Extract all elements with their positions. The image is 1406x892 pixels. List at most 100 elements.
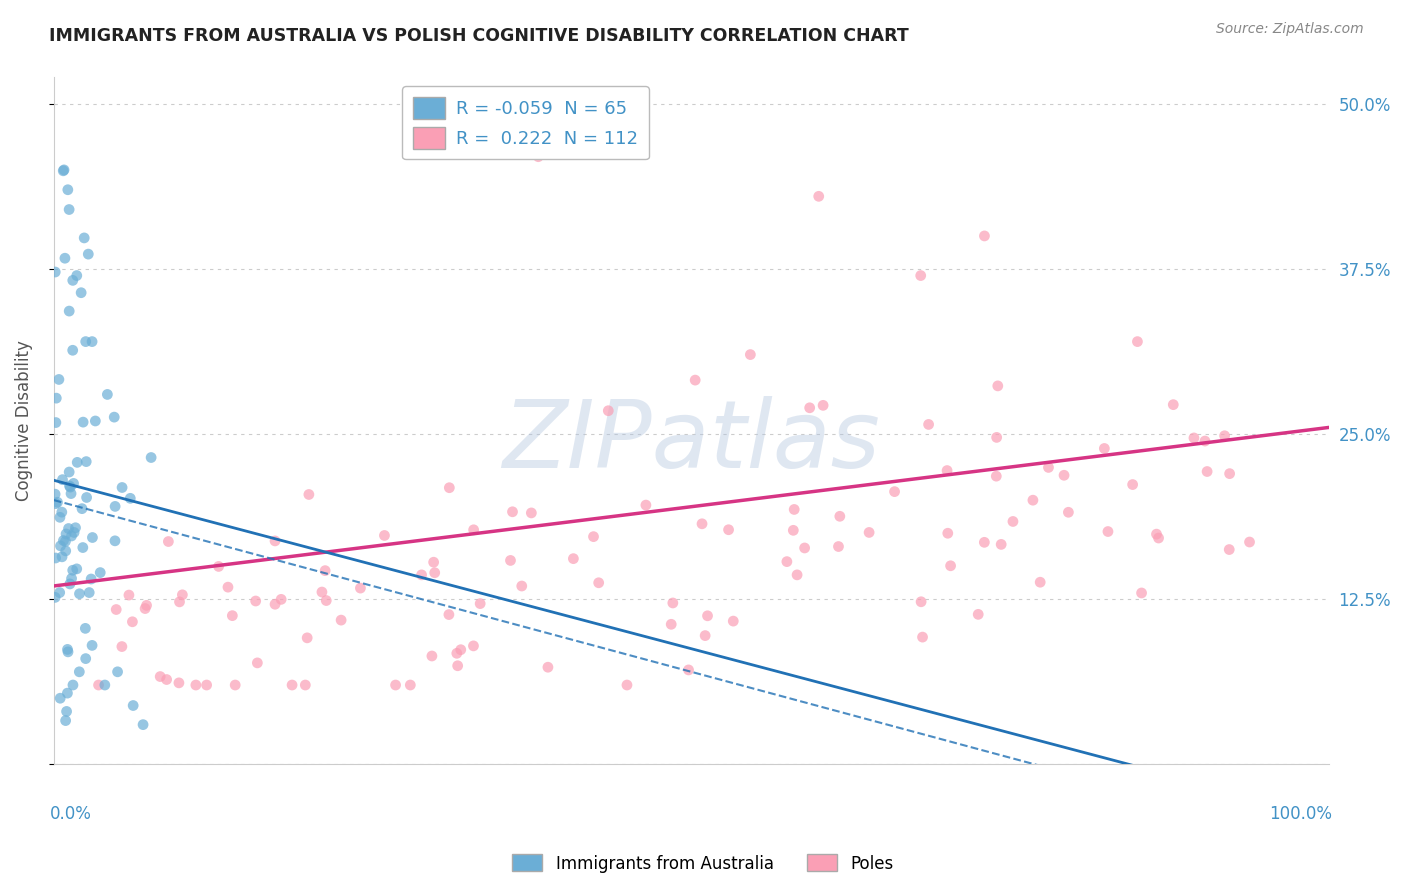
Point [422, 555, 444, 569]
Point [59, 480, 82, 494]
Point [56, 183, 79, 197]
Point [94, 678, 117, 692]
Point [49, 691, 72, 706]
Point [69, 587, 91, 601]
Point [62, 563, 84, 577]
Point [264, 597, 287, 611]
Point [917, 417, 939, 432]
Point [311, 585, 333, 599]
Point [44, 265, 66, 279]
Point [717, 523, 740, 537]
Point [58, 202, 80, 217]
Point [911, 630, 934, 644]
Point [450, 642, 472, 657]
Point [139, 450, 162, 465]
Point [1239, 535, 1261, 549]
Point [104, 500, 127, 514]
Point [75, 334, 97, 349]
Point [53, 251, 76, 265]
Point [1038, 460, 1060, 475]
Point [470, 597, 492, 611]
Point [659, 617, 682, 632]
Point [1029, 575, 1052, 590]
Point [55, 705, 77, 719]
Text: Source: ZipAtlas.com: Source: ZipAtlas.com [1216, 22, 1364, 37]
Point [463, 523, 485, 537]
Point [75, 454, 97, 468]
Point [111, 481, 134, 495]
Point [939, 558, 962, 573]
Point [80, 639, 103, 653]
Point [740, 348, 762, 362]
Point [80, 572, 103, 586]
Point [60, 486, 83, 500]
Point [51, 473, 73, 487]
Point [678, 663, 700, 677]
Point [786, 567, 808, 582]
Point [44, 591, 66, 605]
Point [56, 686, 79, 700]
Point [48, 372, 70, 386]
Point [63, 525, 86, 540]
Point [70, 501, 93, 516]
Point [60, 529, 83, 543]
Point [55, 714, 77, 728]
Point [1130, 586, 1153, 600]
Point [537, 660, 560, 674]
Point [1022, 493, 1045, 508]
Point [411, 567, 433, 582]
Point [1182, 431, 1205, 445]
Point [67, 665, 90, 679]
Point [82, 531, 104, 545]
Point [616, 678, 638, 692]
Point [420, 648, 443, 663]
Point [910, 268, 932, 283]
Point [986, 430, 1008, 444]
Point [52, 163, 75, 178]
Point [76, 491, 98, 505]
Point [990, 537, 1012, 551]
Point [84, 414, 107, 428]
Point [75, 651, 97, 665]
Point [502, 505, 524, 519]
Point [55, 544, 77, 558]
Point [447, 658, 470, 673]
Point [1194, 434, 1216, 448]
Point [463, 639, 485, 653]
Point [75, 621, 97, 635]
Point [221, 608, 243, 623]
Point [172, 588, 194, 602]
Point [45, 497, 67, 511]
Point [62, 343, 84, 358]
Point [134, 601, 156, 615]
Point [55, 527, 77, 541]
Point [135, 599, 157, 613]
Point [986, 469, 1008, 483]
Point [70, 285, 93, 300]
Point [58, 304, 80, 318]
Point [111, 640, 134, 654]
Point [45, 416, 67, 430]
Point [46, 495, 69, 509]
Point [51, 505, 73, 519]
Point [783, 502, 806, 516]
Point [1161, 398, 1184, 412]
Point [807, 189, 830, 203]
Point [782, 524, 804, 538]
Point [437, 607, 460, 622]
Point [294, 678, 316, 692]
Point [1146, 527, 1168, 541]
Point [1122, 477, 1144, 491]
Point [799, 401, 821, 415]
Point [45, 391, 67, 405]
Point [690, 516, 713, 531]
Point [245, 594, 267, 608]
Point [49, 539, 72, 553]
Point [264, 533, 287, 548]
Point [828, 509, 851, 524]
Point [167, 676, 190, 690]
Point [184, 678, 207, 692]
Point [45, 551, 67, 566]
Point [132, 717, 155, 731]
Point [49, 510, 72, 524]
